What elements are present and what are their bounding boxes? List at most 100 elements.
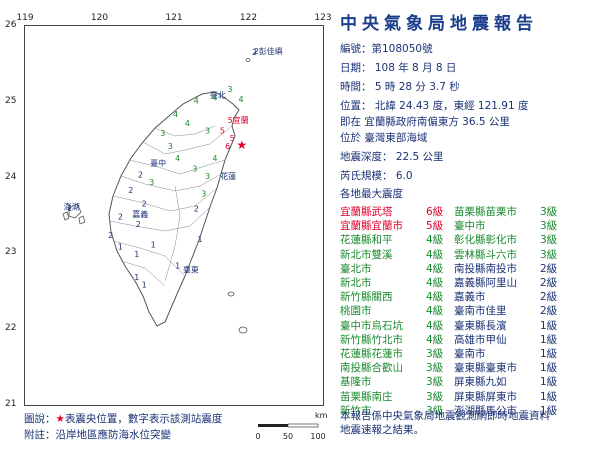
map-place-label: 臺中	[150, 158, 166, 168]
map-place-label: 花蓮	[220, 171, 236, 181]
intensity-row: 臺東縣長濱 1級	[454, 318, 600, 332]
intensity-station-name: 嘉義縣阿里山	[454, 277, 517, 289]
intensity-station-name: 新竹市	[340, 404, 372, 417]
intensity-level: 3級	[540, 234, 558, 247]
report-number-row: 編號：第108050號	[340, 41, 433, 56]
lat-tick-label: 22	[5, 323, 17, 334]
intensity-station-name: 新竹縣竹北市	[340, 333, 403, 346]
intensity-station-name: 臺北市	[340, 262, 372, 275]
intensity-level: 5級	[426, 220, 444, 233]
scale-segment-light	[287, 423, 319, 428]
station-intensity: 1	[118, 243, 123, 252]
station-intensity: 2	[252, 48, 257, 57]
map-place-label: 臺北	[210, 90, 226, 100]
station-intensity: 3	[227, 85, 232, 94]
intensity-level: 2級	[540, 305, 558, 318]
intensity-row: 新竹縣竹北市 4級	[340, 332, 490, 346]
intensity-station-name: 苗栗縣苗栗市	[454, 206, 517, 218]
legend-line-1: 圖說：★表震央位置，數字表示該測站震度	[24, 411, 222, 426]
intensity-level: 4級	[426, 333, 444, 346]
intensity-row: 高雄市甲仙 1級	[454, 332, 600, 346]
station-intensity: 3	[160, 129, 165, 138]
intensity-level: 3級	[426, 348, 444, 360]
station-intensity: 4	[185, 119, 190, 128]
intensity-row: 嘉義縣阿里山 2級	[454, 275, 600, 289]
intensity-row: 花蓮縣花蓮市 3級	[340, 346, 490, 360]
report-region: 位於 臺灣東部海域	[340, 132, 428, 144]
scale-unit: km	[315, 411, 328, 420]
station-intensity: 4	[212, 93, 217, 102]
pengjia-islet	[245, 58, 251, 62]
intensity-level: 1級	[540, 376, 558, 389]
station-intensity: 3	[205, 127, 210, 136]
intensity-level: 1級	[540, 333, 558, 346]
intensity-level: 4級	[426, 277, 444, 289]
intensity-level: 1級	[540, 390, 558, 403]
legend-prefix: 圖說：	[24, 413, 56, 425]
intensity-row: 新竹縣關西 4級	[340, 289, 490, 303]
intensity-station-name: 屏東縣屏東市	[454, 390, 517, 403]
station-intensity: 2	[108, 231, 113, 240]
station-intensity: 2	[194, 205, 199, 214]
intensity-station-name: 臺南市佳里	[454, 305, 507, 318]
intensity-station-name: 基隆市	[340, 376, 372, 389]
note-line-1: 本報告係中央氣象局地震觀測網即時地震資料	[340, 410, 550, 422]
intensity-row: 臺南市 1級	[454, 346, 600, 360]
lat-tick-label: 21	[5, 399, 17, 409]
lon-tick-label: 123	[314, 13, 332, 23]
intensity-station-name: 新北市雙溪	[340, 248, 393, 261]
green-island	[227, 291, 235, 297]
intensity-station-name: 臺東縣長濱	[454, 319, 507, 332]
station-intensity: 1	[134, 273, 139, 282]
map-place-label: 嘉義	[132, 209, 148, 219]
intensity-level: 3級	[426, 404, 444, 417]
lat-tick-label: 23	[5, 247, 17, 258]
orchid-island	[238, 326, 248, 334]
report-depth: 地震深度： 22.5 公里	[340, 151, 444, 163]
intensity-level: 6級	[426, 206, 444, 218]
station-intensity: 4	[173, 110, 178, 119]
scale-tick-100: 100	[310, 432, 325, 441]
intensity-row: 南投縣合歡山 3級	[340, 360, 490, 374]
intensity-row: 屏東縣九如 1級	[454, 374, 600, 388]
station-intensity: 1	[198, 235, 203, 244]
intensity-level: 3級	[426, 362, 444, 375]
map-place-label: 2彭佳嶼	[254, 46, 283, 56]
station-intensity: 2	[118, 212, 123, 221]
intensity-station-name: 南投縣合歡山	[340, 362, 403, 375]
map-place-label: 臺東	[183, 264, 199, 274]
station-intensity: 4	[239, 95, 244, 104]
intensity-row: 新竹市 3級	[340, 403, 490, 417]
station-intensity: 1	[151, 240, 156, 249]
station-intensity: 6	[225, 142, 230, 151]
intensity-station-name: 新北市	[340, 277, 372, 289]
intensity-station-name: 花蓮縣和平	[340, 234, 393, 247]
taiwan-island	[108, 91, 240, 327]
intensity-station-name: 宜蘭縣武塔	[340, 206, 393, 218]
intensity-level: 4級	[426, 248, 444, 261]
intensity-row: 宜蘭縣宜蘭市 5級	[340, 218, 490, 232]
intensity-row: 基隆市 3級	[340, 374, 490, 388]
legend-description: 表震央位置，數字表示該測站震度	[64, 413, 223, 425]
intensity-station-name: 南投縣南投市	[454, 262, 517, 275]
intensity-row: 臺中市 3級	[454, 218, 600, 232]
intensity-level: 4級	[426, 319, 444, 332]
intensity-row: 苗栗縣苗栗市 3級	[454, 204, 600, 218]
station-intensity: 1	[142, 281, 147, 290]
intensity-level: 4級	[426, 234, 444, 247]
station-intensity: 1	[134, 250, 139, 259]
intensity-station-name: 嘉義市	[454, 291, 486, 304]
intensity-row: 南投縣南投市 2級	[454, 261, 600, 275]
legend-line-2: 附註：沿岸地區應防海水位突變	[24, 429, 171, 441]
intensity-level: 1級	[540, 404, 558, 417]
intensity-level: 3級	[540, 206, 558, 218]
scale-tick-0: 0	[255, 432, 260, 441]
intensity-station-name: 花蓮縣花蓮市	[340, 348, 403, 360]
station-intensity: 2	[138, 171, 143, 180]
report-time: 時間： 5 時 28 分 3.7 秒	[340, 81, 460, 93]
report-position: 位置： 北緯 24.43 度，東經 121.91 度	[340, 100, 529, 112]
report-date: 日期： 108 年 8 月 8 日	[340, 62, 457, 74]
report-number: 第108050號	[371, 43, 433, 55]
